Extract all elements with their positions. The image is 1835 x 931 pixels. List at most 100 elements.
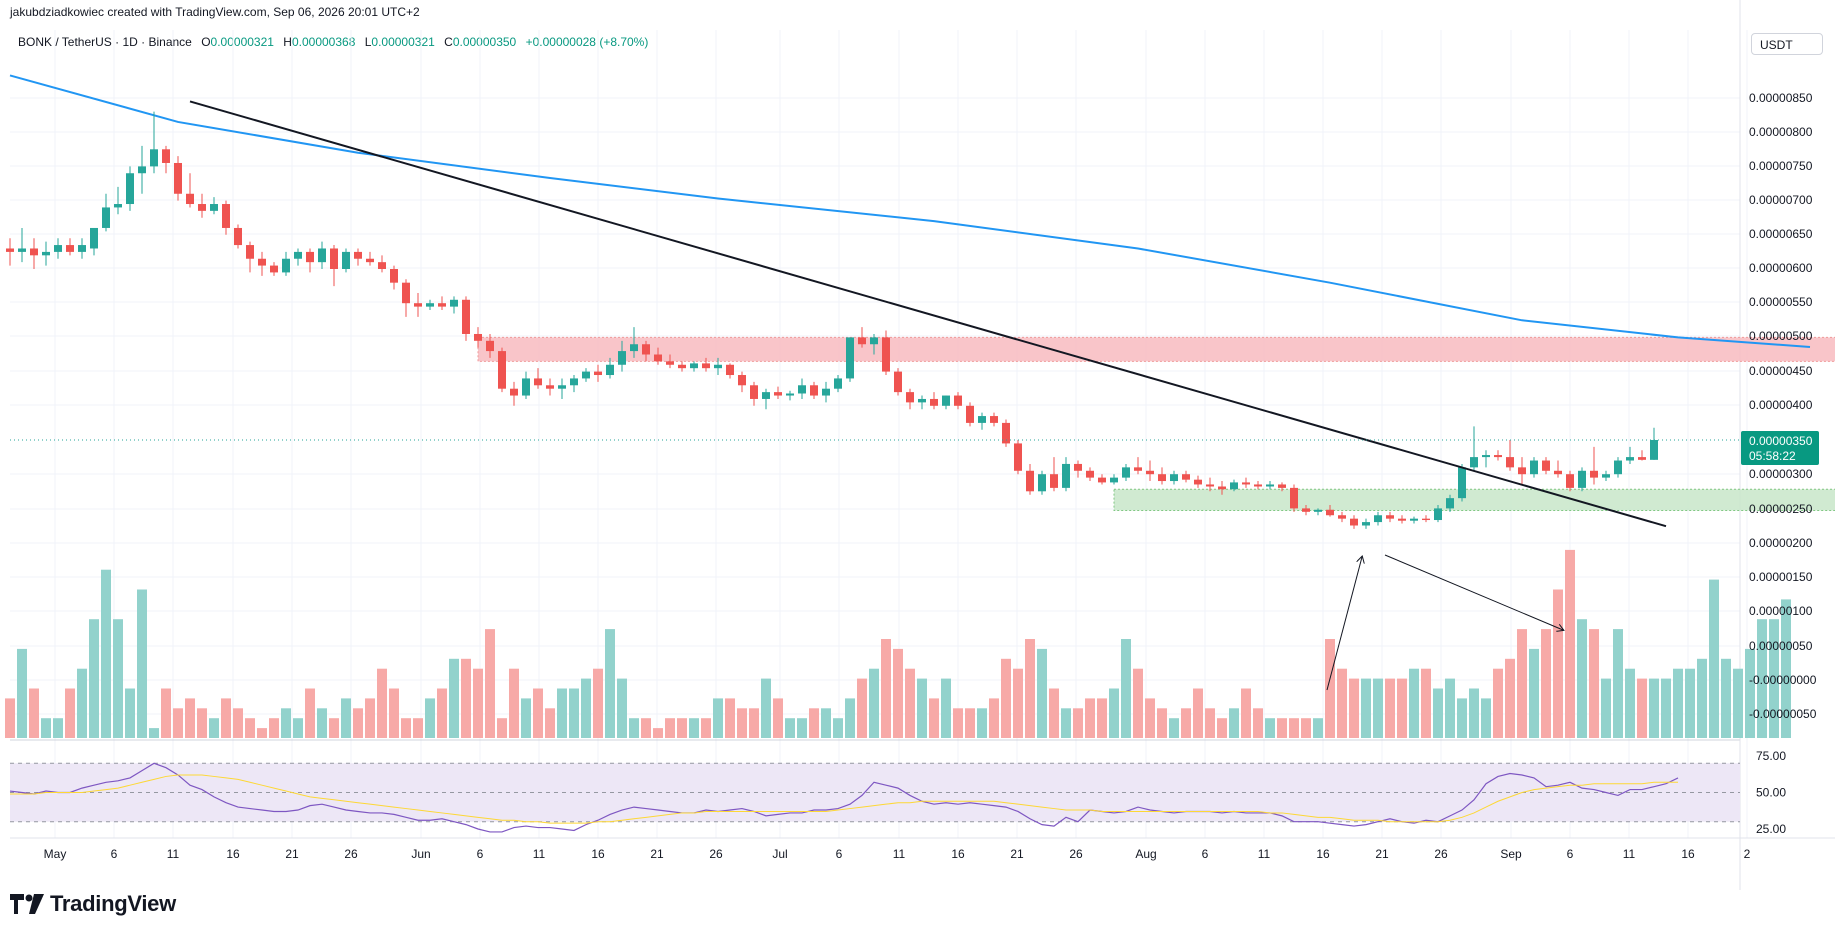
volume-bar [293,718,303,738]
volume-bar [1397,678,1407,738]
rsi-ma-line [10,774,1678,824]
candle-body [414,303,422,307]
candle-body [642,344,650,355]
candle-body [162,149,170,163]
volume-bar [1613,629,1623,738]
volume-bar [1721,658,1731,738]
candle-body [990,416,998,423]
volume-bar [1409,668,1419,738]
candle-body [474,333,482,341]
candle-body [402,282,410,304]
candle-body [1194,479,1202,485]
volume-bar [893,648,903,738]
candle-body [1182,474,1190,480]
volume-bar [1661,678,1671,738]
candle-body [1218,486,1226,490]
candle-body [1434,508,1442,521]
candle-body [1410,518,1418,521]
volume-bar [161,688,171,738]
candle-body [846,337,854,379]
candle-body [450,299,458,307]
candle-body [1482,455,1490,458]
volume-bar [1649,678,1659,738]
volume-bar [785,718,795,738]
candle-body [186,193,194,205]
volume-bar [1709,579,1719,738]
date-tick-label: 11 [893,847,906,861]
candle-body [426,303,434,307]
candle-body [690,363,698,369]
volume-bar [269,718,279,738]
volume-bar [353,708,363,738]
candle-body [1350,518,1358,526]
volume-bar [1121,639,1131,738]
volume-bar [5,698,15,738]
symbol-header: BONK / TetherUS · 1D · Binance O0.000003… [18,35,648,49]
volume-bar [77,668,87,738]
price-tick-label: 0.00000150 [1749,570,1813,584]
symbol-title[interactable]: BONK / TetherUS · 1D · Binance [18,35,192,49]
volume-bar [869,668,879,738]
candle-body [1014,443,1022,471]
volume-bar [857,678,867,738]
candle-body [714,364,722,369]
candle-body [1230,482,1238,490]
volume-bar [701,718,711,738]
volume-bar [1733,668,1743,738]
volume-bar [113,619,123,738]
candle-body [294,251,302,259]
price-tick-label: 0.00000250 [1749,502,1813,516]
volume-bar [1205,708,1215,738]
volume-down-arrow[interactable] [1384,554,1563,630]
candle-body [810,385,818,396]
currency-selector[interactable]: USDT [1751,33,1823,55]
volume-up-arrow[interactable] [1326,557,1362,691]
volume-bar [1313,718,1323,738]
date-tick-label: Jul [772,847,787,861]
price-tick-label: 0.00000050 [1749,639,1813,653]
volume-bar [605,629,615,738]
date-tick-label: 6 [111,847,118,861]
candle-body [174,162,182,194]
candle-body [582,371,590,379]
volume-bar [629,718,639,738]
volume-bar [1049,688,1059,738]
candle-body [42,251,50,256]
candle-body [318,248,326,263]
volume-bar [1685,668,1695,738]
volume-bar [1361,678,1371,738]
price-tick-label: 0.00000400 [1749,398,1813,412]
volume-bar [665,718,675,738]
open-value: 0.00000321 [210,35,274,49]
candle-body [870,337,878,345]
change-value: +0.00000028 (+8.70%) [525,35,649,49]
candle-body [930,398,938,406]
date-tick-label: 21 [285,847,299,861]
volume-bar [185,698,195,738]
volume-bar [1109,688,1119,738]
candle-body [78,245,86,252]
candle-body [1518,467,1526,475]
tradingview-logo-icon [10,894,44,914]
trendline[interactable] [189,100,1667,528]
volume-bar [1493,668,1503,738]
candle-body [210,204,218,211]
candle-body [198,204,206,211]
candle-body [1026,470,1034,492]
volume-bar [1349,678,1359,738]
date-tick-label: 21 [1375,847,1389,861]
candle-body [1314,509,1322,512]
volume-bar [485,629,495,738]
volume-bar [1433,688,1443,738]
candle-body [1362,522,1370,526]
volume-bar [1145,698,1155,738]
volume-bar [1469,688,1479,738]
volume-bar [245,718,255,738]
candle-body [834,378,842,389]
volume-bar [1673,668,1683,738]
date-tick-label: 6 [836,847,843,861]
candle-body [726,364,734,376]
volume-bar [1289,718,1299,738]
candle-body [234,227,242,246]
